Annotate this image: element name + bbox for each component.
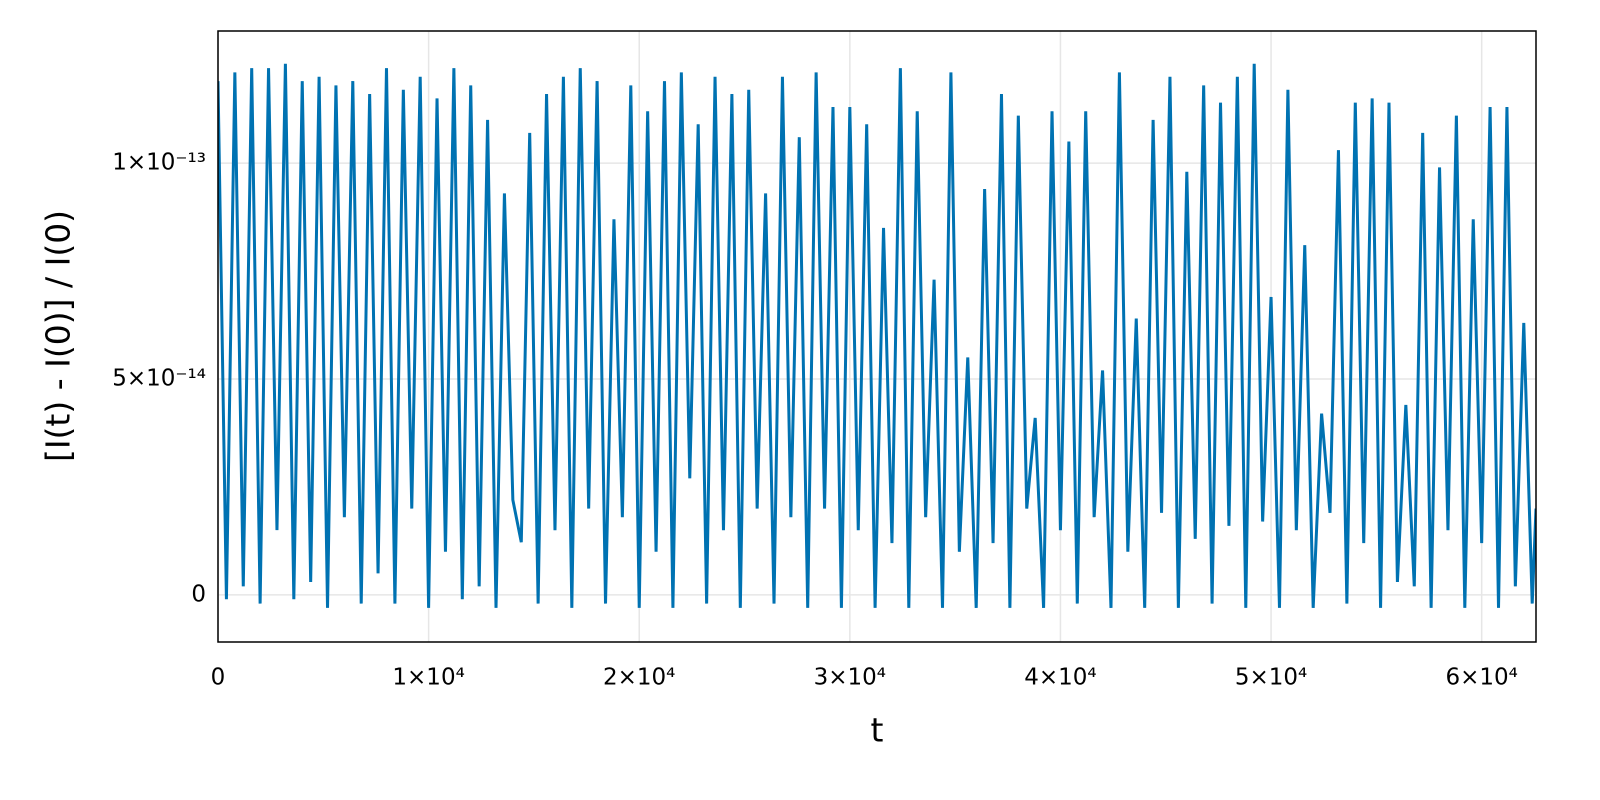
y-tick-label: 1×10⁻¹³ [112,150,206,176]
x-tick-label: 5×10⁴ [1235,665,1307,691]
y-tick-label: 0 [191,581,206,607]
x-tick-label: 3×10⁴ [814,665,886,691]
plot-area [218,63,1536,608]
tick-labels: 0 1×10⁴ 2×10⁴ 3×10⁴ 4×10⁴ 5×10⁴ 6×10⁴ 0 5×10⁻¹⁴ 1… [112,150,1518,691]
x-axis-label: t [871,711,884,750]
x-tick-label: 6×10⁴ [1445,665,1517,691]
y-axis-label: [I(t) - I(0)] / I(0) [39,210,78,462]
x-tick-label: 0 [211,665,226,691]
plot-frame [217,30,1537,643]
data-line [218,63,1536,608]
x-tick-label: 2×10⁴ [603,665,675,691]
y-tick-label: 5×10⁻¹⁴ [112,366,206,392]
x-tick-label: 1×10⁴ [392,665,464,691]
x-tick-label: 4×10⁴ [1024,665,1096,691]
